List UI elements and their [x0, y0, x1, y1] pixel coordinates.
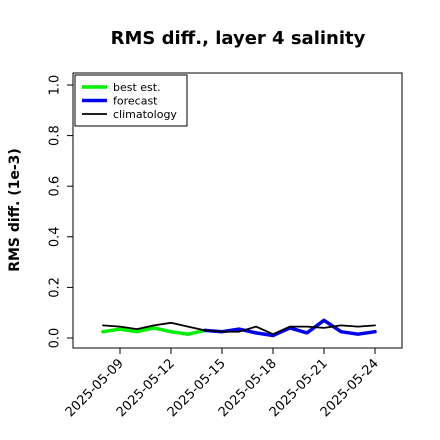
series-line-best-est [101, 326, 207, 336]
y-tick-label: 0.2 [48, 277, 63, 298]
legend-label: best est. [113, 81, 161, 94]
series-line-climatology [102, 321, 376, 336]
y-tick-label: 0.8 [48, 125, 63, 146]
legend-label: climatology [113, 108, 177, 121]
y-tick-label: 0.0 [48, 328, 63, 349]
y-axis: 0.0 0.2 0.4 0.6 0.8 1.0 [48, 75, 73, 349]
y-tick-label: 0.4 [48, 226, 63, 247]
series-line-forecast [203, 318, 377, 338]
chart-title: RMS diff., layer 4 salinity [111, 28, 366, 49]
y-tick-label: 1.0 [48, 75, 63, 96]
plot-frame [72, 72, 403, 349]
y-tick-label: 0.6 [48, 176, 63, 197]
x-axis: 2025-05-092025-05-122025-05-152025-05-18… [63, 348, 382, 420]
legend-label: forecast [113, 95, 158, 108]
series-layer [101, 318, 377, 338]
y-axis-label: RMS diff. (1e-3) [7, 148, 23, 272]
